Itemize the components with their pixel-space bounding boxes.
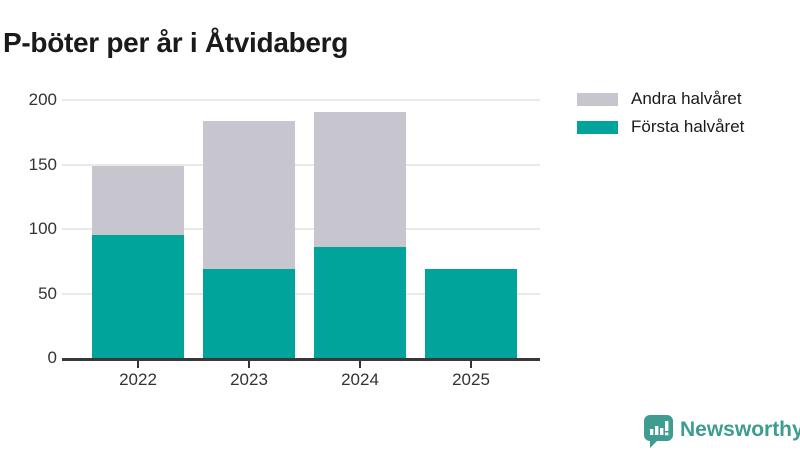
branding: Newsworthy xyxy=(644,415,800,448)
legend-swatch-andra-halvaret xyxy=(577,92,618,106)
x-axis-tickmark-2022 xyxy=(137,361,139,368)
branding-label: Newsworthy xyxy=(680,418,800,441)
bar-2022-första-halvåret xyxy=(92,235,184,358)
legend-item-andra-halvaret: Andra halvåret xyxy=(577,89,744,108)
newsworthy-logo-icon xyxy=(644,415,673,448)
x-axis-line xyxy=(62,358,540,361)
y-axis-tick-100: 100 xyxy=(28,219,57,238)
chart-title: P-böter per år i Åtvidaberg xyxy=(3,26,349,58)
bar-2024-första-halvåret xyxy=(314,247,406,358)
gridline-150 xyxy=(62,163,540,166)
x-axis-tickmark-2024 xyxy=(359,361,361,368)
legend-swatch-forsta-halvaret xyxy=(577,120,618,134)
x-axis-label-2024: 2024 xyxy=(341,370,379,389)
y-axis-tick-0: 0 xyxy=(47,348,57,367)
x-axis-label-2022: 2022 xyxy=(119,370,157,389)
y-axis-tick-50: 50 xyxy=(38,283,57,303)
bar-2023-andra-halvåret xyxy=(203,120,295,269)
x-axis-label-2023: 2023 xyxy=(230,370,268,389)
gridline-200 xyxy=(62,99,540,101)
bar-2022-andra-halvåret xyxy=(92,165,184,236)
legend: Andra halvåret Första halvåret xyxy=(577,89,745,148)
y-axis-tick-150: 150 xyxy=(28,154,57,174)
x-axis-tickmark-2023 xyxy=(248,361,250,368)
x-axis-label-2025: 2025 xyxy=(452,370,490,389)
bar-2024-andra-halvåret xyxy=(314,111,406,248)
legend-label-forsta-halvaret: Första halvåret xyxy=(631,117,745,136)
gridline-100 xyxy=(62,228,540,230)
legend-label-andra-halvaret: Andra halvåret xyxy=(631,89,742,108)
y-axis-tick-200: 200 xyxy=(28,90,57,109)
bar-2025-första-halvåret xyxy=(425,268,517,358)
x-axis-tickmark-2025 xyxy=(470,361,472,368)
bar-2023-första-halvåret xyxy=(203,268,295,358)
legend-item-forsta-halvaret: Första halvåret xyxy=(577,117,745,136)
gridline-50 xyxy=(62,292,540,295)
